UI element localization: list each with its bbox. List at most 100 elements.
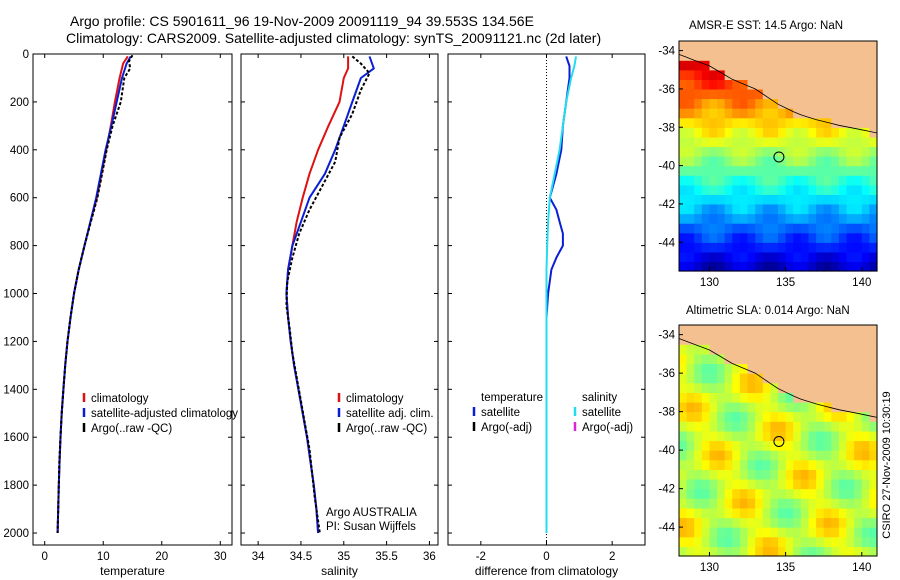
map-x-tick-label: 130 <box>700 562 719 574</box>
map-cell <box>861 146 870 157</box>
map-cell <box>724 402 733 413</box>
map-cell <box>762 156 771 167</box>
map-cell <box>732 507 741 519</box>
map-cell <box>869 527 878 538</box>
map-cell <box>701 325 710 336</box>
coastline-sla_map <box>678 338 878 418</box>
map-cell <box>755 440 764 451</box>
map-cell <box>747 430 756 442</box>
map-cell <box>709 334 718 345</box>
map-cell <box>838 402 848 413</box>
map-cell <box>838 459 848 470</box>
map-cell <box>823 79 832 90</box>
map-cell <box>861 69 870 80</box>
map-cell <box>785 203 794 215</box>
map-cell <box>694 421 703 432</box>
map-cell <box>861 430 870 442</box>
map-cell <box>739 69 749 80</box>
map-cell <box>831 392 840 403</box>
map-cell <box>739 50 749 61</box>
map-cell <box>770 41 779 52</box>
map-cell <box>808 261 817 272</box>
map-cell <box>694 373 703 384</box>
map-cell <box>838 165 848 176</box>
map-cell <box>831 527 840 538</box>
map-cell <box>861 527 870 538</box>
map-cell <box>861 363 870 374</box>
map-cell <box>854 251 863 262</box>
map-cell <box>816 79 825 90</box>
figure-title-line1: Argo profile: CS 5901611_96 19-Nov-2009 … <box>70 13 534 29</box>
map-cell <box>854 242 863 253</box>
map-cell <box>709 223 718 234</box>
map-cell <box>831 430 840 442</box>
map-cell <box>869 251 878 262</box>
map-cell <box>770 261 779 272</box>
map-cell <box>747 363 756 374</box>
map-cell <box>854 165 863 176</box>
map-cell <box>717 242 726 253</box>
map-cell <box>778 184 787 195</box>
map-cell <box>846 136 855 147</box>
map-cell <box>838 108 848 119</box>
map-cell <box>709 536 718 547</box>
map-cell <box>846 546 855 557</box>
map-cell <box>724 242 733 253</box>
map-cell <box>854 50 863 61</box>
map-cell <box>709 50 718 61</box>
y-tick-label: 200 <box>10 97 29 109</box>
map-cell <box>747 527 756 538</box>
map-cell <box>724 136 733 147</box>
map-cell <box>755 127 764 138</box>
map-cell <box>785 353 794 365</box>
map-cell <box>686 430 695 442</box>
map-cell <box>808 344 817 355</box>
map-cell <box>846 156 855 167</box>
map-cell <box>755 430 764 442</box>
map-cell <box>747 507 756 519</box>
map-cell <box>800 127 809 138</box>
map-cell <box>831 450 840 461</box>
map-cell <box>762 527 771 538</box>
map-cell <box>679 536 688 547</box>
map-cell <box>679 60 688 71</box>
y-tick-label: 2000 <box>3 528 29 540</box>
map-cell <box>686 536 695 547</box>
map-cell <box>785 175 794 186</box>
map-cell <box>709 251 718 262</box>
map-cell <box>816 527 825 538</box>
map-cell <box>770 232 779 243</box>
map-cell <box>846 175 855 186</box>
map-cell <box>739 136 749 147</box>
map-cell <box>694 242 703 253</box>
map-cell <box>854 479 863 490</box>
map-cell <box>732 146 741 157</box>
map-cell <box>869 156 878 167</box>
map-cell <box>717 60 726 71</box>
map-cell <box>701 223 710 234</box>
map-cell <box>739 402 749 413</box>
map-cell <box>770 334 779 345</box>
map-cell <box>739 430 749 442</box>
map-cell <box>808 469 817 480</box>
map-cell <box>785 194 794 205</box>
map-cell <box>816 517 825 528</box>
map-cell <box>679 498 688 509</box>
map-cell <box>823 136 832 147</box>
map-y-tick-label: -44 <box>658 237 675 249</box>
map-cell <box>793 127 802 138</box>
map-cell <box>823 60 832 71</box>
map-cell <box>762 98 771 109</box>
map-cell <box>717 488 726 499</box>
map-cell <box>694 430 703 442</box>
map-cell <box>717 88 726 100</box>
map-cell <box>709 213 718 224</box>
map-cell <box>800 373 809 384</box>
map-cell <box>739 488 749 499</box>
map-cell <box>793 213 802 224</box>
map-cell <box>717 50 726 61</box>
map-cell <box>793 344 802 355</box>
map-cell <box>869 203 878 215</box>
map-cell <box>724 392 733 403</box>
map-cell <box>778 382 787 393</box>
